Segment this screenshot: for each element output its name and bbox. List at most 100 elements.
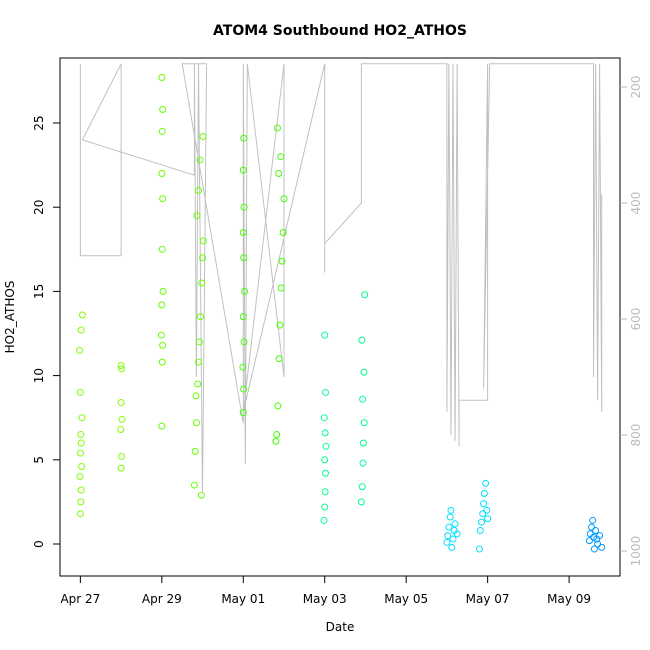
data-point <box>360 419 368 427</box>
data-point <box>277 153 285 161</box>
data-point <box>449 535 457 543</box>
data-point <box>158 358 166 366</box>
data-point <box>239 228 247 236</box>
data-point <box>78 311 86 319</box>
data-point <box>478 518 486 526</box>
data-point <box>240 203 248 211</box>
y2-tick-label: 600 <box>629 308 643 331</box>
data-point <box>196 156 204 164</box>
x-tick-label: May 09 <box>547 592 591 606</box>
data-point <box>448 543 456 551</box>
data-point <box>117 425 125 433</box>
data-point <box>190 481 198 489</box>
data-point <box>77 486 85 494</box>
y-tick-label: 15 <box>32 284 46 299</box>
data-point <box>447 506 455 514</box>
y-tick-label: 20 <box>32 200 46 215</box>
data-point <box>195 338 203 346</box>
data-point <box>192 419 200 427</box>
data-point <box>78 463 86 471</box>
data-point <box>77 439 85 447</box>
y2-tick-label: 200 <box>629 76 643 99</box>
data-point <box>451 520 459 528</box>
data-point <box>240 287 248 295</box>
data-point <box>77 326 85 334</box>
x-tick-label: May 01 <box>221 592 265 606</box>
data-point <box>158 245 166 253</box>
data-point <box>480 500 488 508</box>
data-point <box>587 523 595 531</box>
data-point <box>197 313 205 321</box>
data-point <box>321 456 329 464</box>
data-point <box>322 442 330 450</box>
data-point <box>157 331 165 339</box>
y2-tick-label: 1000 <box>629 536 643 567</box>
data-point <box>361 291 369 299</box>
data-point <box>194 380 202 388</box>
data-point <box>239 313 247 321</box>
data-point <box>158 422 166 430</box>
data-point <box>76 510 84 518</box>
x-tick-label: May 07 <box>466 592 510 606</box>
x-tick-label: Apr 27 <box>60 592 100 606</box>
data-point <box>76 449 84 457</box>
data-point <box>445 523 453 531</box>
data-point <box>240 338 248 346</box>
data-point <box>480 489 488 497</box>
y2-tick-label: 400 <box>629 192 643 215</box>
data-point <box>78 414 86 422</box>
data-point <box>118 415 126 423</box>
data-point <box>274 402 282 410</box>
data-point <box>117 452 125 460</box>
data-point <box>198 279 206 287</box>
data-point <box>278 257 286 265</box>
data-point <box>321 331 329 339</box>
data-point <box>159 106 167 114</box>
data-point <box>197 491 205 499</box>
data-point <box>275 170 283 178</box>
data-point <box>239 409 247 417</box>
data-point <box>279 228 287 236</box>
data-point <box>321 503 329 511</box>
data-point <box>199 132 207 140</box>
y-tick-label: 5 <box>32 456 46 464</box>
data-point <box>117 365 125 373</box>
data-point <box>444 532 452 540</box>
data-point <box>590 545 598 553</box>
data-point <box>76 473 84 481</box>
data-point <box>273 431 281 439</box>
data-point <box>158 74 166 82</box>
data-point <box>240 385 248 393</box>
data-point <box>277 284 285 292</box>
data-point <box>239 166 247 174</box>
data-point <box>590 533 598 541</box>
data-point <box>596 532 604 540</box>
data-point <box>484 515 492 523</box>
data-point <box>193 212 201 220</box>
data-point <box>194 186 202 194</box>
data-point <box>199 254 207 262</box>
x-axis-label: Date <box>326 620 355 634</box>
data-point <box>194 358 202 366</box>
data-point <box>321 429 329 437</box>
plot-box <box>59 57 621 577</box>
data-point <box>159 287 167 295</box>
data-point <box>592 527 600 535</box>
data-point <box>443 538 451 546</box>
data-point <box>357 498 365 506</box>
x-tick-label: Apr 29 <box>142 592 182 606</box>
data-point <box>475 545 483 553</box>
data-point <box>117 464 125 472</box>
data-point <box>359 439 367 447</box>
data-point <box>117 399 125 407</box>
data-point <box>482 479 490 487</box>
data-point <box>594 540 602 548</box>
data-point <box>275 355 283 363</box>
data-point <box>483 506 491 514</box>
y-axis-label: HO2_ATHOS <box>3 281 17 354</box>
data-point <box>273 124 281 132</box>
y2-tick-label: 800 <box>629 424 643 447</box>
data-point <box>77 431 85 439</box>
data-point <box>322 388 330 396</box>
points-layer <box>76 74 606 553</box>
